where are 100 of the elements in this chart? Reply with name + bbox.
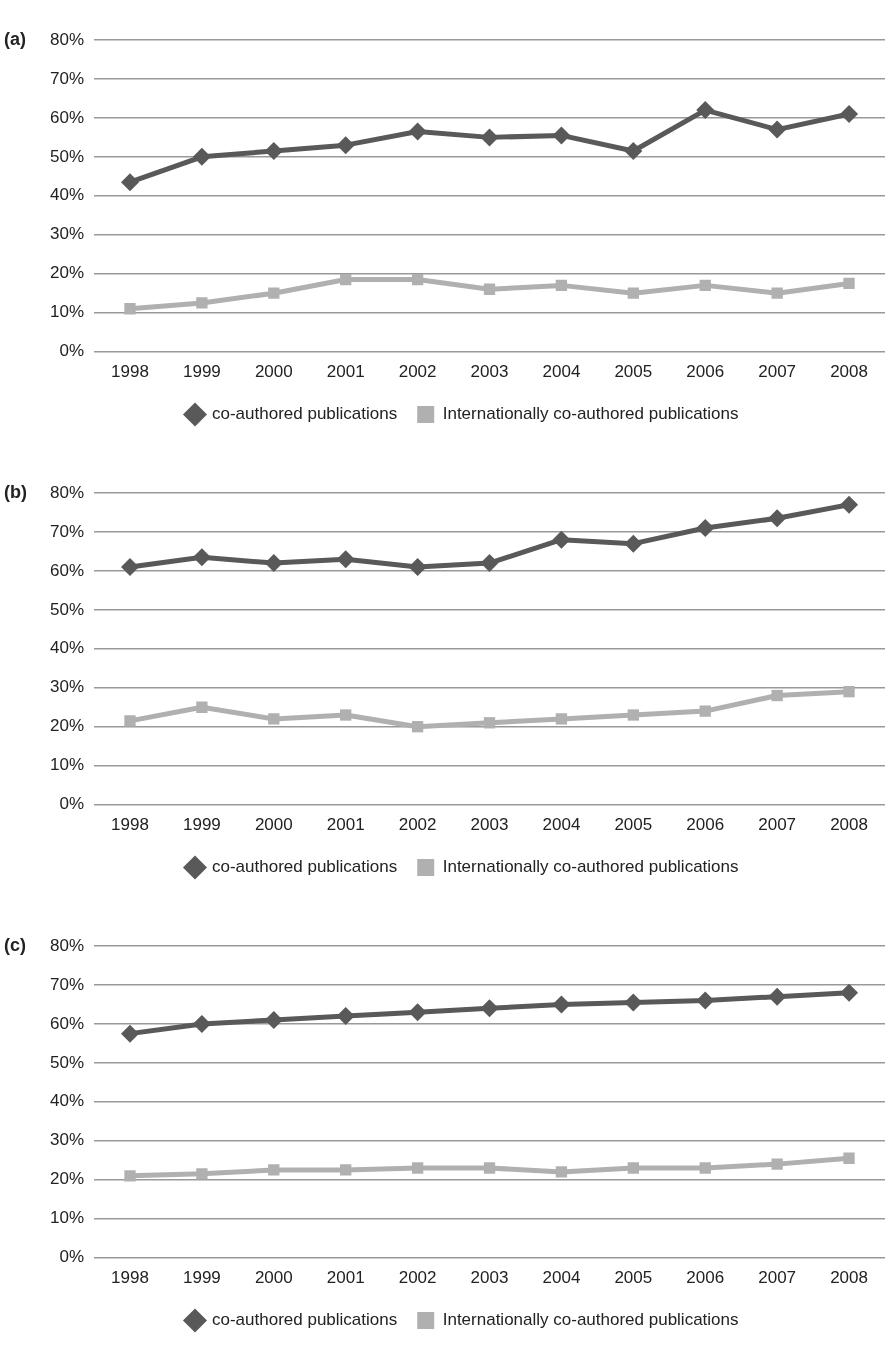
point [624, 534, 643, 553]
legend-label: Internationally co-authored publications [442, 404, 739, 424]
point [196, 297, 208, 309]
point [408, 122, 427, 141]
x-tick-label: 2002 [398, 1268, 437, 1288]
x-tick-label: 2005 [614, 362, 653, 382]
point [768, 120, 787, 139]
point [840, 495, 859, 514]
y-tick-label: 0% [59, 341, 85, 361]
point [120, 1024, 139, 1043]
point [696, 101, 715, 120]
point [268, 1164, 280, 1176]
y-tick-label: 0% [59, 794, 85, 814]
point [840, 983, 859, 1002]
y-tick-label: 10% [49, 302, 85, 322]
point [699, 705, 711, 717]
point [771, 287, 783, 299]
y-tick-label: 50% [49, 146, 85, 166]
x-tick-label: 2003 [470, 815, 509, 835]
x-tick-label: 2002 [398, 815, 437, 835]
y-tick-label: 50% [49, 599, 85, 619]
point [408, 558, 427, 577]
x-tick-label: 2005 [614, 815, 653, 835]
x-tick-label: 2000 [254, 1268, 293, 1288]
y-tick-label: 70% [49, 521, 85, 541]
y-tick-label: 50% [49, 1052, 85, 1072]
point [840, 105, 859, 124]
legend-label: co-authored publications [211, 404, 398, 424]
point [124, 303, 136, 315]
point [480, 554, 499, 573]
point [336, 136, 355, 155]
y-tick-label: 30% [49, 1130, 85, 1150]
point [408, 1003, 427, 1022]
point [771, 689, 783, 702]
x-tick-label: 2007 [758, 1268, 797, 1288]
legend-label: co-authored publications [211, 857, 398, 877]
point [124, 1170, 136, 1182]
x-tick-label: 2001 [326, 1268, 365, 1288]
legend-label: Internationally co-authored publications [442, 1310, 739, 1330]
point [268, 287, 280, 299]
point [555, 279, 568, 292]
point [552, 995, 571, 1014]
y-tick-label: 70% [49, 68, 85, 88]
x-tick-label: 2008 [830, 815, 868, 835]
y-tick-label: 10% [49, 1208, 85, 1228]
point [696, 519, 715, 538]
point [843, 685, 855, 698]
point [771, 1158, 783, 1170]
legend-label: Internationally co-authored publications [442, 857, 739, 877]
x-tick-label: 1999 [182, 815, 221, 835]
point [480, 128, 499, 147]
point [336, 550, 355, 569]
y-tick-label: 80% [49, 29, 85, 49]
x-tick-label: 1998 [111, 1268, 149, 1288]
y-tick-label: 10% [49, 755, 85, 775]
chart-title: (b) [4, 481, 27, 502]
point [555, 713, 568, 725]
point [768, 509, 787, 528]
point [624, 142, 643, 161]
y-tick-label: 20% [49, 1169, 85, 1189]
point [411, 273, 424, 286]
point [411, 721, 424, 733]
x-tick-label: 2006 [686, 815, 725, 835]
point [768, 987, 787, 1006]
y-tick-label: 70% [49, 974, 85, 994]
point [340, 1164, 352, 1176]
point [268, 713, 280, 725]
point [843, 277, 855, 290]
y-tick-label: 60% [49, 1013, 85, 1033]
y-tick-label: 40% [49, 185, 85, 205]
point [627, 287, 639, 299]
x-tick-label: 2004 [542, 1268, 581, 1288]
x-tick-label: 1998 [111, 362, 149, 382]
x-tick-label: 2000 [254, 362, 293, 382]
x-tick-label: 2005 [614, 1268, 653, 1288]
x-tick-label: 2002 [398, 362, 437, 382]
point [552, 530, 571, 549]
point [196, 1168, 208, 1180]
point [696, 991, 715, 1010]
y-tick-label: 40% [49, 638, 85, 658]
y-tick-label: 20% [49, 716, 85, 736]
point [411, 1162, 424, 1174]
x-tick-label: 2006 [686, 362, 725, 382]
point [555, 1166, 568, 1178]
point [196, 701, 208, 713]
point [124, 715, 136, 727]
x-tick-label: 2006 [686, 1268, 725, 1288]
y-tick-label: 60% [49, 107, 85, 127]
x-tick-label: 2000 [254, 815, 293, 835]
point [699, 279, 711, 292]
point [624, 993, 643, 1012]
x-tick-label: 2004 [542, 362, 581, 382]
point [340, 273, 352, 286]
x-tick-label: 1999 [182, 1268, 221, 1288]
point [483, 283, 496, 295]
point [627, 1162, 639, 1174]
legend-label: co-authored publications [211, 1310, 398, 1330]
point [192, 1014, 211, 1033]
x-tick-label: 2008 [830, 1268, 868, 1288]
x-tick-label: 2003 [470, 1268, 509, 1288]
